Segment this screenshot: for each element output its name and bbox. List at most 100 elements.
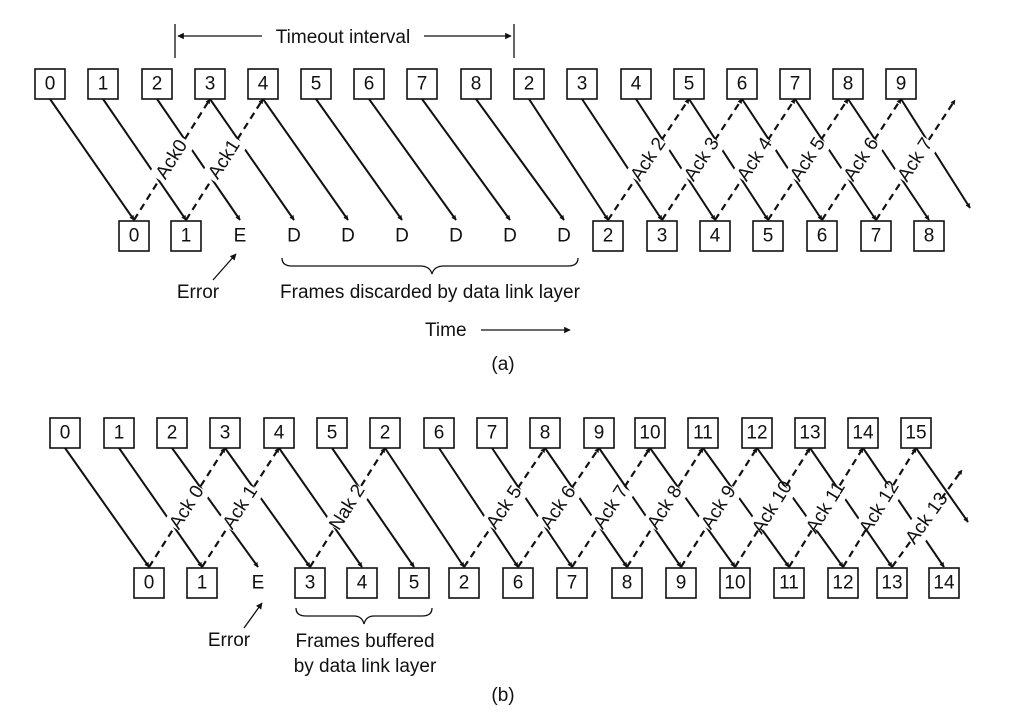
received-frame-a-7-label: D (503, 226, 517, 247)
data-arrow-b-1 (118, 447, 203, 568)
sent-frame-b-2: 2 (156, 417, 188, 449)
ack-label-b-2-bg (324, 480, 371, 535)
received-frame-b-15-label: 14 (933, 573, 955, 594)
buffer-label-line2: by data link layer (294, 656, 437, 677)
sent-frame-a-3: 3 (194, 68, 226, 100)
sent-frame-b-4: 4 (263, 417, 295, 449)
sent-frame-b-11: 10 (634, 417, 666, 449)
sent-frame-b-0-label: 0 (60, 423, 71, 444)
received-frame-a-6: D (449, 226, 463, 247)
ack-label-b-6: Ack 8 (643, 482, 686, 533)
ack-label-b-7-bg (695, 480, 743, 535)
sent-frame-b-10-label: 9 (594, 423, 605, 444)
ack-arrow-b-11 (891, 469, 963, 568)
sent-frame-b-7-label: 6 (434, 423, 445, 444)
sent-frame-b-8: 7 (476, 417, 508, 449)
received-frame-b-15: 14 (928, 567, 960, 599)
data-arrow-b-2 (171, 447, 259, 568)
received-frame-b-9: 8 (611, 567, 643, 599)
caption-b: (b) (491, 685, 514, 706)
sent-frame-b-7: 6 (423, 417, 455, 449)
received-frame-a-5-label: D (395, 226, 409, 247)
data-arrow-a-6 (368, 98, 457, 221)
ack-label-b-11-bg (903, 492, 951, 545)
data-arrow-b-9 (544, 447, 628, 568)
received-frame-a-10: 3 (646, 220, 678, 252)
error-label-b: Error (208, 630, 251, 651)
sent-frame-b-16: 15 (900, 417, 932, 449)
received-frame-a-5: D (395, 226, 409, 247)
sent-frame-a-13-label: 6 (737, 74, 748, 95)
ack-label-a-1-bg (201, 132, 248, 187)
sent-frame-a-15-label: 8 (843, 74, 854, 95)
received-frame-a-14: 7 (860, 220, 892, 252)
sent-frame-b-0: 0 (49, 417, 81, 449)
sent-frame-b-10: 9 (583, 417, 615, 449)
sent-frame-a-2-label: 2 (152, 74, 163, 95)
ack-label-b-3: Ack 5 (482, 482, 526, 533)
received-frame-a-8-label: D (557, 226, 571, 247)
received-frame-b-2: E (252, 573, 265, 594)
data-arrow-a-4 (262, 98, 349, 221)
received-frame-a-0-label: 0 (129, 226, 140, 247)
sent-frame-a-14-label: 7 (790, 74, 801, 95)
sent-frame-b-9-label: 8 (540, 423, 551, 444)
sent-frame-a-13: 6 (726, 68, 758, 100)
received-frame-b-1: 1 (186, 567, 218, 599)
received-frame-b-6-label: 2 (459, 573, 470, 594)
received-frame-a-11: 4 (699, 220, 731, 252)
sent-frame-a-0: 0 (34, 68, 66, 100)
ack-label-b-5-bg (587, 480, 635, 535)
data-arrow-a-9 (528, 98, 609, 221)
received-frame-b-7: 6 (502, 567, 534, 599)
sent-frame-a-10: 3 (566, 68, 598, 100)
sent-frame-a-3-label: 3 (205, 74, 216, 95)
received-frame-b-8-label: 7 (567, 573, 578, 594)
sent-frame-b-1: 1 (103, 417, 135, 449)
data-arrow-b-11 (649, 447, 736, 568)
received-frame-b-11: 10 (719, 567, 751, 599)
received-frame-a-13-label: 6 (817, 226, 828, 247)
ack-label-a-5-bg (784, 132, 832, 187)
received-frame-b-10-label: 9 (676, 573, 687, 594)
data-arrow-a-16 (900, 98, 971, 209)
data-arrow-a-15 (847, 98, 930, 221)
received-frame-b-3: 3 (294, 567, 326, 599)
sent-frame-a-2: 2 (141, 68, 173, 100)
data-arrow-b-14 (809, 447, 893, 568)
received-frame-b-4-label: 4 (357, 573, 368, 594)
received-frame-a-15-label: 8 (924, 226, 935, 247)
received-frame-a-14-label: 7 (871, 226, 882, 247)
sent-frame-a-6: 6 (353, 68, 385, 100)
data-arrow-a-5 (315, 98, 403, 221)
sent-frame-b-5: 5 (316, 417, 348, 449)
sent-frame-a-4-label: 4 (258, 74, 269, 95)
data-arrow-a-14 (794, 98, 877, 221)
ack-label-a-6: Ack 6 (840, 134, 884, 185)
data-arrow-b-3 (224, 447, 311, 568)
data-arrow-b-4 (278, 447, 363, 568)
sent-frame-a-11: 4 (620, 68, 652, 100)
sent-frame-a-16-label: 9 (896, 74, 907, 95)
sent-frame-b-3: 3 (209, 417, 241, 449)
received-frame-a-7: D (503, 226, 517, 247)
ack-label-b-5: Ack 7 (589, 482, 633, 533)
sent-frame-a-9: 2 (513, 68, 545, 100)
sent-frame-b-16-label: 15 (905, 423, 926, 444)
received-frame-b-1-label: 1 (197, 573, 208, 594)
received-frame-b-14-label: 13 (881, 573, 902, 594)
data-arrow-b-5 (331, 447, 415, 568)
received-frame-b-14: 13 (876, 567, 908, 599)
ack-label-b-7: Ack 9 (697, 482, 740, 533)
error-annotation-a: Error (177, 253, 237, 303)
error-annotation-b: Error (208, 602, 263, 651)
received-frame-b-7-label: 6 (513, 573, 524, 594)
sent-frame-a-0-label: 0 (45, 74, 56, 95)
received-frame-a-0: 0 (118, 220, 150, 252)
ack-label-b-3-bg (481, 480, 528, 535)
ack-label-b-11: Ack 13 (901, 489, 952, 548)
received-frame-b-9-label: 8 (622, 573, 633, 594)
data-arrow-a-1 (102, 98, 187, 221)
ack-label-b-9-bg (803, 480, 849, 535)
